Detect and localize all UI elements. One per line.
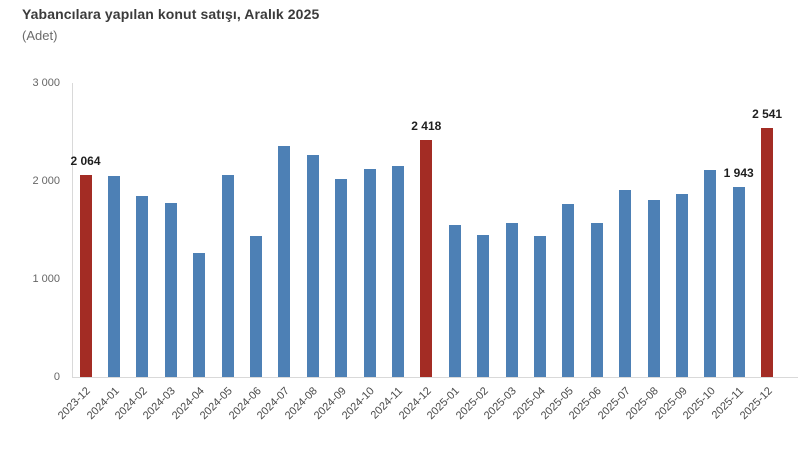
bar-2025-07[interactable] [619,190,632,377]
bar-2023-12[interactable] [79,175,92,377]
bar-2024-10[interactable] [363,169,376,377]
bar-2024-02[interactable] [136,196,149,377]
y-axis-tick-label-3000: 3 000 [32,77,60,89]
bar-2024-04[interactable] [193,253,206,377]
bar-value-label-2024-12: 2 418 [411,119,442,133]
bar-2024-05[interactable] [221,175,234,377]
bar-2025-06[interactable] [590,223,603,377]
y-axis-tick-label-2000: 2 000 [32,175,60,187]
bar-2024-12[interactable] [420,140,433,377]
bar-value-label-2025-11: 1 943 [723,166,754,180]
bar-value-label-2023-12: 2 064 [70,154,101,168]
bar-2024-06[interactable] [249,236,262,377]
chart-title: Yabancılara yapılan konut satışı, Aralık… [22,6,320,22]
bar-2024-08[interactable] [306,155,319,377]
bar-2025-01[interactable] [448,225,461,377]
bar-value-label-2025-12: 2 541 [752,107,783,121]
bar-2024-11[interactable] [391,166,404,377]
bar-2025-04[interactable] [533,236,546,377]
bar-2025-12[interactable] [761,128,774,377]
bar-2024-03[interactable] [164,203,177,377]
bar-2024-01[interactable] [107,176,120,377]
bar-2025-11[interactable] [732,187,745,377]
y-axis-tick-label-1000: 1 000 [32,273,60,285]
bar-2024-07[interactable] [278,146,291,377]
chart-unit-label: (Adet) [22,28,58,43]
bar-2025-10[interactable] [704,170,717,377]
y-axis-tick-label-0: 0 [53,371,60,383]
plot-area: 2 064 2 418 1 943 2 541 [70,83,798,378]
bar-2025-09[interactable] [675,194,688,377]
bar-2025-08[interactable] [647,200,660,377]
bar-2025-03[interactable] [505,223,518,377]
bar-2025-05[interactable] [562,204,575,377]
bar-2024-09[interactable] [335,179,348,377]
bar-2025-02[interactable] [477,235,490,377]
